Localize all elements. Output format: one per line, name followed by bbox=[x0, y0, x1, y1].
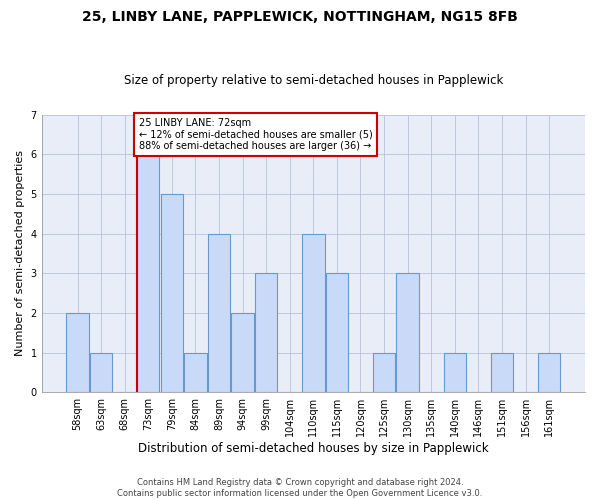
Bar bbox=[443, 352, 466, 392]
Bar bbox=[302, 234, 325, 392]
Bar bbox=[67, 313, 89, 392]
Text: 25, LINBY LANE, PAPPLEWICK, NOTTINGHAM, NG15 8FB: 25, LINBY LANE, PAPPLEWICK, NOTTINGHAM, … bbox=[82, 10, 518, 24]
Bar bbox=[161, 194, 183, 392]
Bar bbox=[255, 273, 277, 392]
X-axis label: Distribution of semi-detached houses by size in Papplewick: Distribution of semi-detached houses by … bbox=[138, 442, 488, 455]
Bar bbox=[208, 234, 230, 392]
Bar bbox=[184, 352, 206, 392]
Bar bbox=[538, 352, 560, 392]
Text: Contains HM Land Registry data © Crown copyright and database right 2024.
Contai: Contains HM Land Registry data © Crown c… bbox=[118, 478, 482, 498]
Text: 25 LINBY LANE: 72sqm
← 12% of semi-detached houses are smaller (5)
88% of semi-d: 25 LINBY LANE: 72sqm ← 12% of semi-detac… bbox=[139, 118, 373, 151]
Bar bbox=[232, 313, 254, 392]
Bar bbox=[137, 154, 160, 392]
Bar bbox=[373, 352, 395, 392]
Bar bbox=[90, 352, 112, 392]
Bar bbox=[397, 273, 419, 392]
Bar bbox=[326, 273, 348, 392]
Bar bbox=[491, 352, 513, 392]
Y-axis label: Number of semi-detached properties: Number of semi-detached properties bbox=[15, 150, 25, 356]
Title: Size of property relative to semi-detached houses in Papplewick: Size of property relative to semi-detach… bbox=[124, 74, 503, 87]
